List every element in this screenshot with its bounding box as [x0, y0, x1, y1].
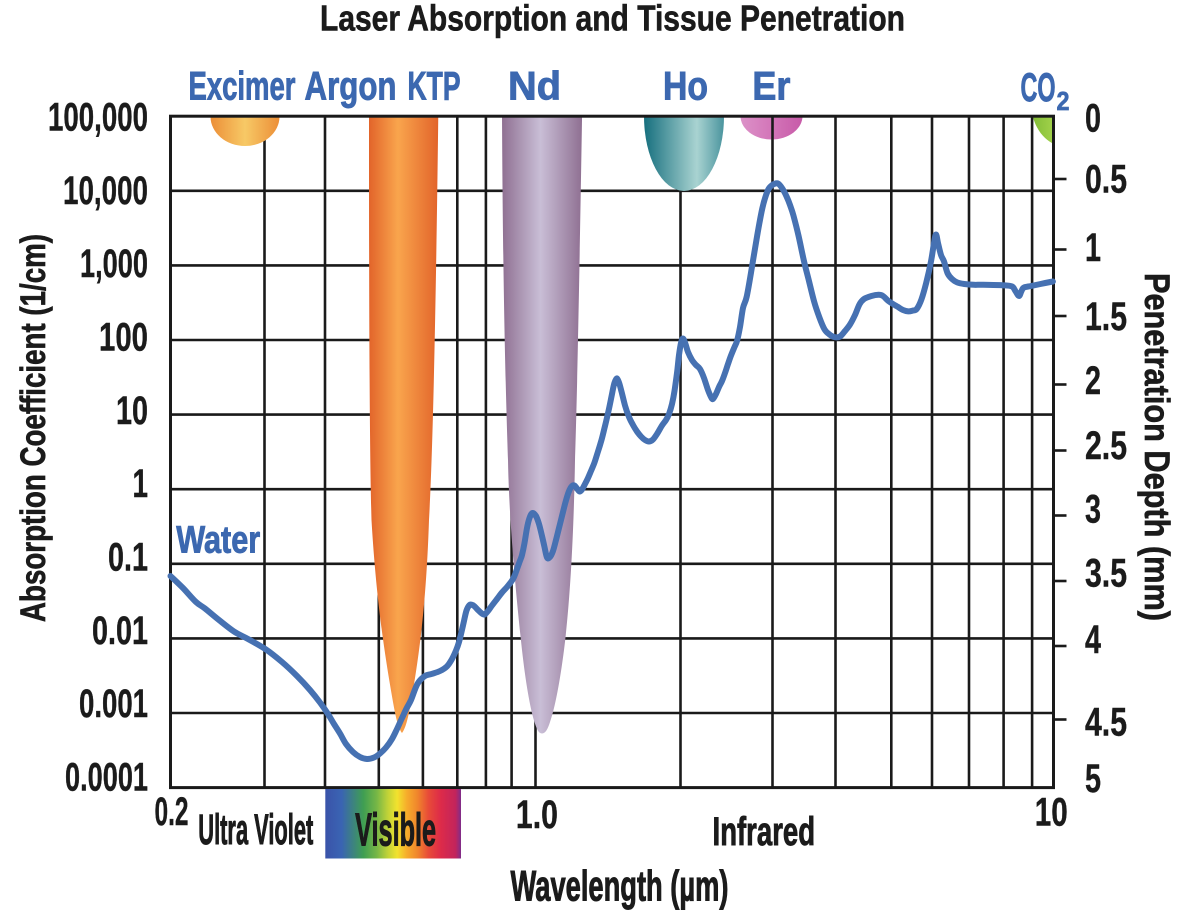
svg-text:3: 3	[1085, 488, 1101, 532]
svg-text:Absorption Coefficient (1/cm): Absorption Coefficient (1/cm)	[14, 234, 53, 622]
svg-text:1: 1	[133, 462, 149, 506]
svg-text:Argon: Argon	[305, 64, 397, 108]
svg-text:2: 2	[1057, 86, 1070, 116]
svg-text:3.5: 3.5	[1085, 552, 1127, 596]
svg-text:0: 0	[1085, 97, 1101, 141]
svg-text:Excimer: Excimer	[189, 64, 296, 108]
svg-text:2: 2	[1085, 359, 1101, 403]
svg-text:0.2: 0.2	[155, 790, 189, 834]
svg-text:Nd: Nd	[508, 64, 561, 108]
svg-text:2.5: 2.5	[1085, 424, 1127, 468]
svg-text:4: 4	[1085, 618, 1102, 662]
svg-text:4.5: 4.5	[1085, 701, 1127, 745]
svg-text:0.001: 0.001	[79, 682, 148, 726]
svg-text:Er: Er	[752, 64, 790, 108]
svg-text:1: 1	[1085, 226, 1101, 270]
svg-text:KTP: KTP	[408, 64, 461, 108]
svg-text:CO: CO	[1021, 66, 1056, 110]
svg-text:100: 100	[99, 316, 148, 360]
svg-text:1.0: 1.0	[516, 793, 558, 837]
svg-text:Laser Absorption and Tissue Pe: Laser Absorption and Tissue Penetration	[320, 0, 905, 39]
svg-text:Visible: Visible	[355, 804, 436, 856]
svg-text:0.01: 0.01	[92, 609, 148, 653]
svg-text:Ultra Violet: Ultra Violet	[198, 806, 313, 854]
svg-text:10: 10	[1035, 791, 1068, 835]
svg-text:0.5: 0.5	[1085, 158, 1127, 202]
svg-text:Penetration Depth (mm): Penetration Depth (mm)	[1137, 273, 1176, 621]
svg-text:1.5: 1.5	[1085, 295, 1127, 339]
svg-text:Infrared: Infrared	[713, 810, 816, 854]
svg-text:Wavelength (µm): Wavelength (µm)	[511, 863, 729, 911]
svg-text:100,000: 100,000	[48, 95, 148, 139]
svg-text:0.1: 0.1	[108, 536, 148, 580]
svg-text:0.0001: 0.0001	[65, 756, 148, 800]
svg-text:10,000: 10,000	[63, 169, 148, 213]
svg-text:10: 10	[116, 389, 148, 433]
svg-text:5: 5	[1085, 757, 1101, 801]
svg-text:1,000: 1,000	[80, 242, 148, 286]
svg-text:Ho: Ho	[663, 64, 708, 108]
svg-text:Water: Water	[176, 520, 260, 562]
